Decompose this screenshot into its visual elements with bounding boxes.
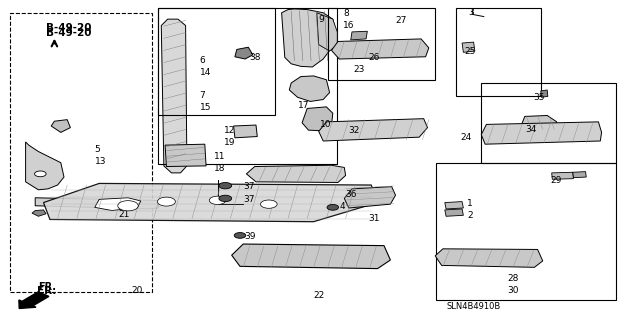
- Text: 11: 11: [214, 152, 226, 161]
- Polygon shape: [165, 144, 206, 167]
- Text: 19: 19: [224, 138, 236, 147]
- Text: 26: 26: [368, 53, 380, 62]
- Circle shape: [118, 201, 138, 211]
- Text: B-49-20: B-49-20: [46, 24, 92, 33]
- Polygon shape: [344, 187, 396, 208]
- Polygon shape: [26, 142, 64, 190]
- Polygon shape: [302, 107, 333, 131]
- Polygon shape: [573, 172, 586, 178]
- Text: 1: 1: [467, 199, 473, 208]
- Circle shape: [219, 195, 232, 202]
- Text: 21: 21: [118, 210, 130, 219]
- Bar: [481, 83, 616, 163]
- Polygon shape: [95, 198, 141, 211]
- Text: 16: 16: [343, 21, 355, 30]
- Bar: [436, 163, 616, 300]
- Text: 25: 25: [465, 47, 476, 56]
- Bar: [328, 8, 435, 80]
- Polygon shape: [234, 125, 257, 138]
- Text: 30: 30: [508, 286, 519, 295]
- Circle shape: [209, 196, 226, 204]
- Circle shape: [219, 182, 232, 189]
- Text: 39: 39: [244, 232, 256, 241]
- Text: 2: 2: [467, 211, 473, 220]
- Polygon shape: [235, 47, 253, 59]
- Text: 27: 27: [396, 16, 407, 25]
- Bar: [10, 13, 152, 292]
- Text: 3: 3: [468, 8, 474, 17]
- Polygon shape: [35, 198, 159, 209]
- Polygon shape: [161, 19, 187, 173]
- FancyArrow shape: [19, 292, 49, 308]
- Text: 24: 24: [461, 133, 472, 142]
- Text: 18: 18: [214, 164, 226, 173]
- Text: 38: 38: [250, 53, 261, 62]
- Polygon shape: [435, 249, 543, 267]
- Text: 4: 4: [339, 202, 345, 211]
- Polygon shape: [462, 42, 475, 52]
- Polygon shape: [282, 9, 336, 67]
- Polygon shape: [445, 209, 463, 216]
- Text: 9: 9: [318, 15, 324, 24]
- Polygon shape: [32, 210, 46, 216]
- Circle shape: [234, 233, 246, 238]
- Text: 29: 29: [550, 176, 562, 185]
- Polygon shape: [44, 183, 378, 222]
- Text: 10: 10: [320, 120, 332, 129]
- Polygon shape: [51, 120, 70, 132]
- Text: 5: 5: [95, 145, 100, 154]
- Polygon shape: [246, 165, 346, 182]
- Polygon shape: [552, 172, 573, 179]
- Polygon shape: [541, 90, 548, 97]
- Text: 13: 13: [95, 157, 106, 166]
- Circle shape: [327, 204, 339, 210]
- Text: B-49-20: B-49-20: [46, 28, 92, 39]
- Text: 36: 36: [346, 190, 357, 199]
- Polygon shape: [332, 39, 429, 59]
- Polygon shape: [351, 31, 367, 40]
- Text: FR.: FR.: [37, 286, 56, 296]
- Text: 22: 22: [314, 291, 325, 300]
- Bar: [456, 8, 541, 96]
- Bar: [158, 8, 275, 115]
- Text: FR.: FR.: [38, 282, 56, 292]
- Text: 34: 34: [525, 125, 536, 134]
- Text: 35: 35: [534, 93, 545, 102]
- Polygon shape: [289, 76, 330, 101]
- Text: 15: 15: [200, 103, 211, 112]
- Polygon shape: [232, 244, 390, 269]
- Text: 31: 31: [368, 214, 380, 223]
- Text: 14: 14: [200, 68, 211, 77]
- Text: 37: 37: [243, 182, 255, 191]
- Circle shape: [35, 171, 46, 177]
- Text: 23: 23: [353, 65, 365, 74]
- Text: 6: 6: [200, 56, 205, 65]
- Text: 37: 37: [243, 195, 255, 204]
- Text: SLN4B4910B: SLN4B4910B: [447, 302, 501, 311]
- Circle shape: [157, 197, 175, 206]
- Text: 7: 7: [200, 91, 205, 100]
- Text: 8: 8: [343, 9, 349, 18]
- Text: 28: 28: [508, 274, 519, 283]
- Polygon shape: [319, 119, 428, 141]
- Text: 32: 32: [348, 126, 360, 135]
- Polygon shape: [445, 202, 463, 209]
- Circle shape: [260, 200, 277, 208]
- Text: 12: 12: [224, 126, 236, 135]
- Polygon shape: [522, 115, 557, 131]
- Polygon shape: [481, 122, 602, 144]
- Text: 17: 17: [298, 101, 309, 110]
- Polygon shape: [317, 13, 337, 51]
- Bar: [158, 8, 337, 164]
- Text: 20: 20: [131, 286, 143, 295]
